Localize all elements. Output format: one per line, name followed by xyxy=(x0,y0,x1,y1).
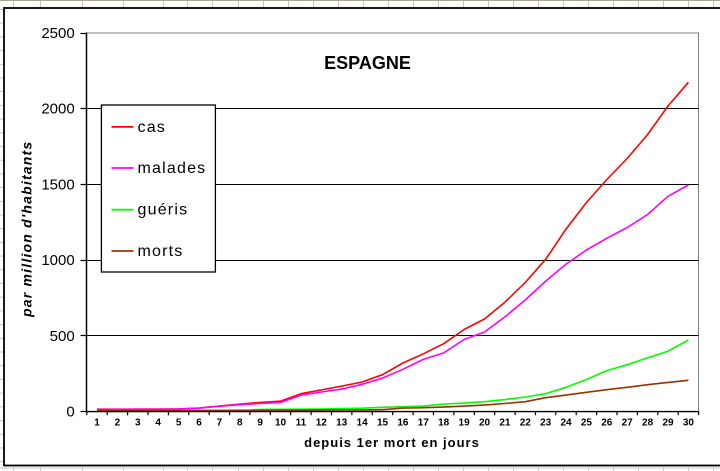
svg-text:15: 15 xyxy=(377,418,389,429)
svg-text:2000: 2000 xyxy=(41,101,74,118)
svg-text:2: 2 xyxy=(115,418,121,429)
svg-text:6: 6 xyxy=(196,418,202,429)
svg-text:12: 12 xyxy=(316,418,328,429)
svg-text:29: 29 xyxy=(662,418,674,429)
svg-text:ESPAGNE: ESPAGNE xyxy=(324,53,411,73)
svg-text:1500: 1500 xyxy=(41,176,74,193)
svg-text:30: 30 xyxy=(683,418,695,429)
svg-text:5: 5 xyxy=(176,418,182,429)
svg-text:8: 8 xyxy=(237,418,243,429)
svg-text:23: 23 xyxy=(540,418,552,429)
svg-text:14: 14 xyxy=(357,418,369,429)
svg-text:10: 10 xyxy=(275,418,287,429)
svg-text:25: 25 xyxy=(581,418,593,429)
svg-text:guéris: guéris xyxy=(138,202,189,219)
svg-text:2500: 2500 xyxy=(41,25,74,42)
svg-text:20: 20 xyxy=(479,418,491,429)
svg-text:par million d'habitants: par million d'habitants xyxy=(19,141,35,318)
svg-text:27: 27 xyxy=(622,418,634,429)
svg-text:28: 28 xyxy=(642,418,654,429)
svg-text:9: 9 xyxy=(257,418,263,429)
svg-text:19: 19 xyxy=(459,418,471,429)
svg-text:16: 16 xyxy=(397,418,409,429)
svg-text:1: 1 xyxy=(94,418,100,429)
svg-text:22: 22 xyxy=(520,418,532,429)
svg-text:3: 3 xyxy=(135,418,141,429)
svg-text:26: 26 xyxy=(601,418,613,429)
svg-text:24: 24 xyxy=(560,418,572,429)
svg-text:500: 500 xyxy=(50,328,75,345)
svg-text:malades: malades xyxy=(138,160,207,177)
svg-text:4: 4 xyxy=(155,418,161,429)
svg-text:11: 11 xyxy=(296,418,307,429)
svg-text:7: 7 xyxy=(217,418,223,429)
svg-text:13: 13 xyxy=(336,418,348,429)
svg-text:0: 0 xyxy=(66,404,74,421)
svg-text:morts: morts xyxy=(138,243,184,260)
svg-text:cas: cas xyxy=(138,119,167,136)
svg-text:17: 17 xyxy=(418,418,430,429)
svg-text:1000: 1000 xyxy=(41,252,74,269)
svg-text:21: 21 xyxy=(499,418,511,429)
svg-text:18: 18 xyxy=(438,418,450,429)
svg-text:depuis 1er mort en jours: depuis 1er mort en jours xyxy=(304,435,480,450)
